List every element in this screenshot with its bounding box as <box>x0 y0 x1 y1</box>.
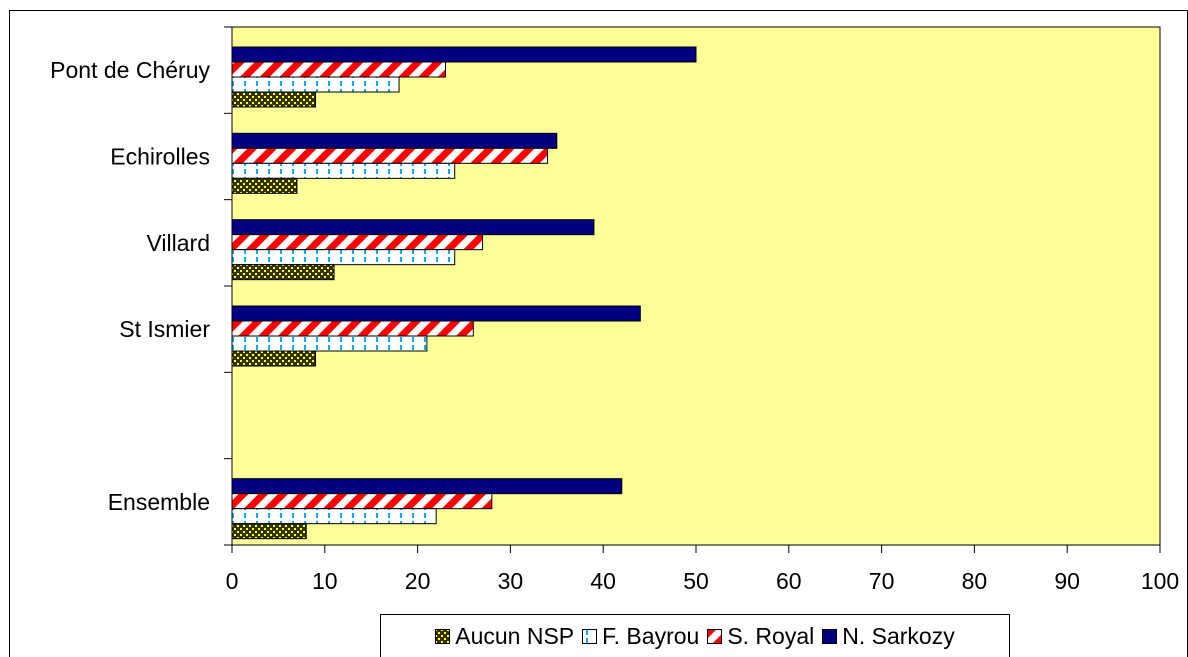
y-category-label: Pont de Chéruy <box>50 57 210 83</box>
bar-s-royal-st-ismier <box>231 320 474 337</box>
legend-label: F. Bayrou <box>602 622 700 649</box>
bar-f-bayrou-villard <box>231 249 456 266</box>
legend-item: F. Bayrou <box>582 623 699 650</box>
x-tick-label: 80 <box>962 568 988 594</box>
x-tick-label: 10 <box>312 568 338 594</box>
x-tick-label: 50 <box>683 568 709 594</box>
x-tick-label: 20 <box>405 568 431 594</box>
bar-n-sarkozy-pont-de-ch-ruy <box>231 46 697 63</box>
bar-aucun-nsp-st-ismier <box>231 350 317 367</box>
bar-s-royal-ensemble <box>231 493 493 510</box>
x-tick-label: 30 <box>498 568 524 594</box>
y-category-label: Ensemble <box>108 489 210 515</box>
bar-n-sarkozy-ensemble <box>231 478 623 495</box>
x-tick-label: 100 <box>1141 568 1179 594</box>
bar-aucun-nsp-ensemble <box>231 523 307 540</box>
bar-n-sarkozy-villard <box>231 219 595 236</box>
legend-label: N. Sarkozy <box>842 622 955 649</box>
x-tick-label: 0 <box>226 568 239 594</box>
y-category-label: Villard <box>147 230 211 256</box>
bar-aucun-nsp-pont-de-ch-ruy <box>231 91 317 108</box>
legend-swatch <box>582 628 598 644</box>
x-tick-label: 40 <box>590 568 616 594</box>
legend-swatch <box>822 628 838 644</box>
legend-item: Aucun NSP <box>435 623 574 650</box>
bar-s-royal-pont-de-ch-ruy <box>231 61 446 78</box>
bar-s-royal-echirolles <box>231 147 549 164</box>
legend-label: Aucun NSP <box>455 622 575 649</box>
bar-f-bayrou-st-ismier <box>231 335 428 352</box>
bar-f-bayrou-ensemble <box>231 508 437 525</box>
legend-swatch <box>707 628 723 644</box>
bar-f-bayrou-pont-de-ch-ruy <box>231 76 400 93</box>
legend-item: N. Sarkozy <box>822 622 955 650</box>
plot-area <box>231 26 1161 546</box>
bar-aucun-nsp-villard <box>231 264 335 281</box>
legend-item: S. Royal <box>707 623 814 650</box>
legend-swatch <box>435 628 451 644</box>
x-tick-label: 70 <box>869 568 895 594</box>
bar-n-sarkozy-echirolles <box>231 132 558 149</box>
bar-f-bayrou-echirolles <box>231 162 456 179</box>
y-category-label: St Ismier <box>119 316 210 342</box>
bar-n-sarkozy-st-ismier <box>231 305 641 322</box>
bar-aucun-nsp-echirolles <box>231 177 298 194</box>
x-tick-label: 60 <box>776 568 802 594</box>
x-tick-label: 90 <box>1054 568 1080 594</box>
y-category-label: Echirolles <box>110 144 210 170</box>
legend: Aucun NSP F. Bayrou S. Royal N. Sarkozy <box>380 614 1010 657</box>
bar-s-royal-villard <box>231 234 484 251</box>
legend-label: S. Royal <box>727 622 815 649</box>
